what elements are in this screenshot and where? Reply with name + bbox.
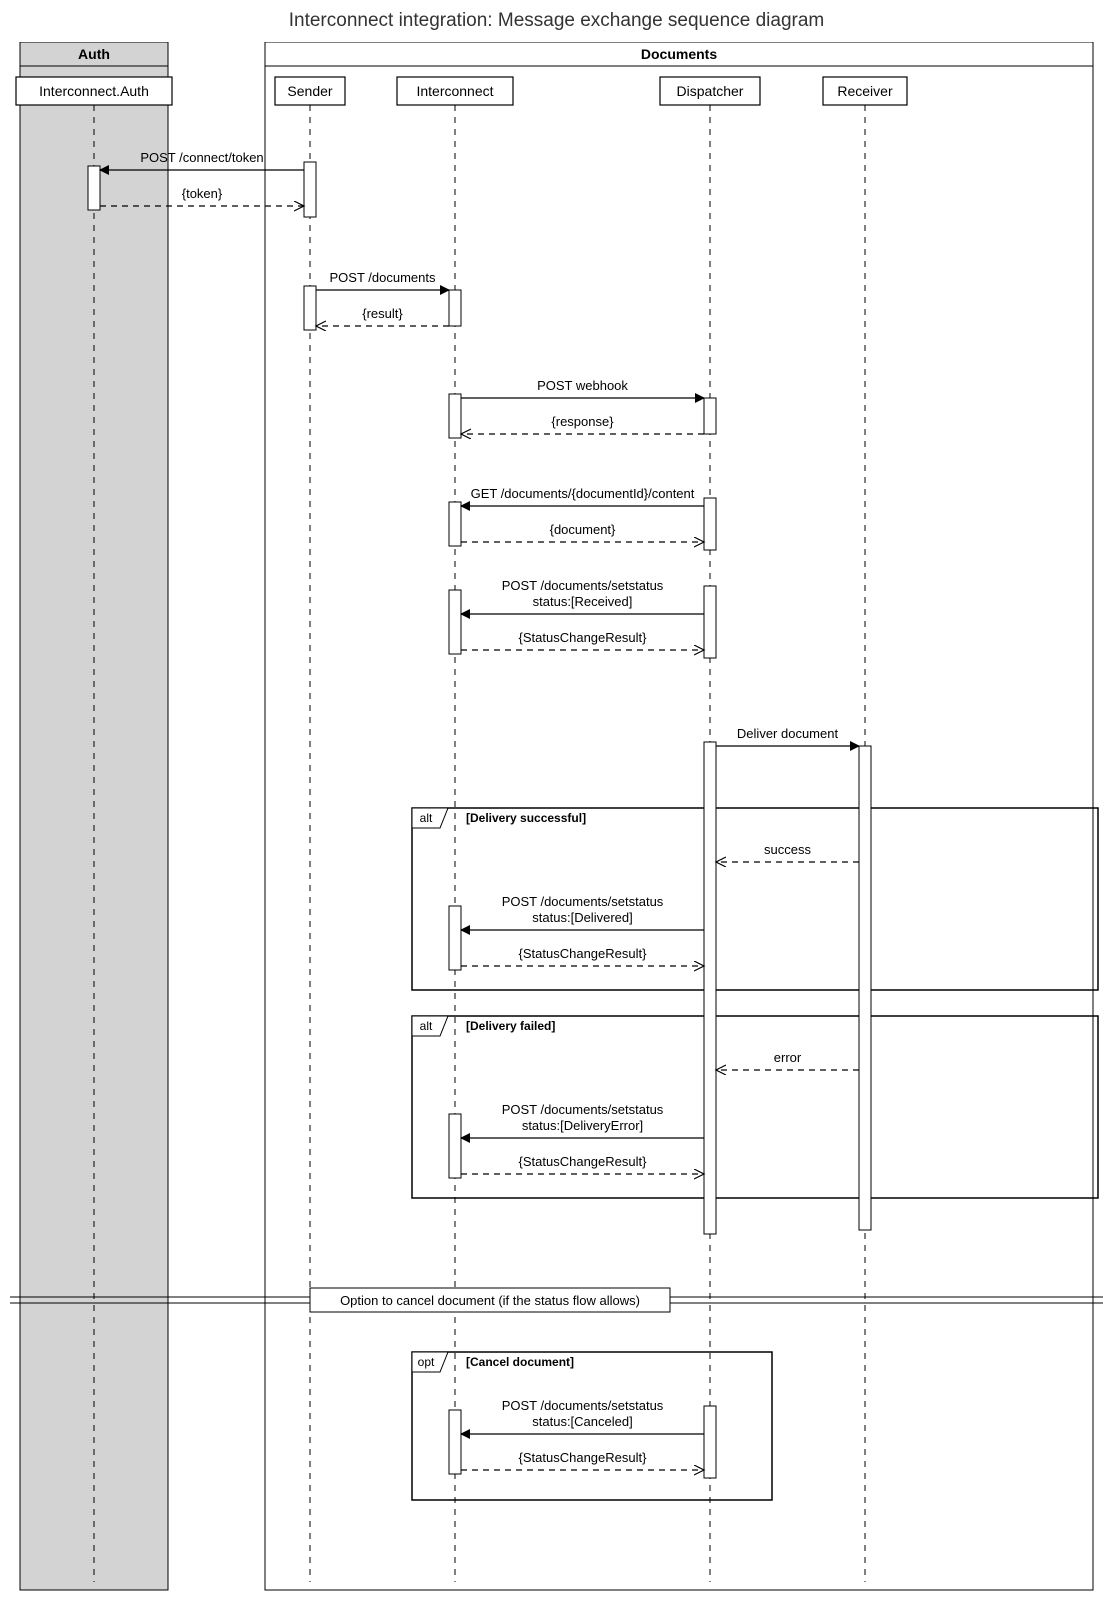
svg-text:POST webhook: POST webhook bbox=[537, 378, 628, 393]
svg-text:{response}: {response} bbox=[551, 414, 614, 429]
svg-text:{result}: {result} bbox=[362, 306, 403, 321]
svg-text:[Delivery failed]: [Delivery failed] bbox=[466, 1019, 555, 1033]
svg-text:status:[DeliveryError]: status:[DeliveryError] bbox=[522, 1118, 643, 1133]
svg-text:[Cancel document]: [Cancel document] bbox=[466, 1355, 574, 1369]
svg-text:POST /connect/token: POST /connect/token bbox=[140, 150, 263, 165]
svg-text:POST /documents/setstatus: POST /documents/setstatus bbox=[502, 1398, 664, 1413]
svg-text:{document}: {document} bbox=[550, 522, 616, 537]
svg-text:POST /documents/setstatus: POST /documents/setstatus bbox=[502, 1102, 664, 1117]
svg-text:Interconnect: Interconnect bbox=[416, 83, 493, 99]
svg-text:status:[Delivered]: status:[Delivered] bbox=[532, 910, 632, 925]
svg-text:Auth: Auth bbox=[78, 46, 110, 62]
svg-text:{StatusChangeResult}: {StatusChangeResult} bbox=[519, 1450, 648, 1465]
svg-text:alt: alt bbox=[420, 811, 433, 825]
svg-text:opt: opt bbox=[418, 1355, 435, 1369]
svg-text:{StatusChangeResult}: {StatusChangeResult} bbox=[519, 630, 648, 645]
svg-text:Receiver: Receiver bbox=[837, 83, 893, 99]
svg-text:[Delivery successful]: [Delivery successful] bbox=[466, 811, 586, 825]
svg-text:{StatusChangeResult}: {StatusChangeResult} bbox=[519, 1154, 648, 1169]
diagram-title: Interconnect integration: Message exchan… bbox=[10, 10, 1103, 32]
svg-text:Deliver document: Deliver document bbox=[737, 726, 839, 741]
svg-text:GET /documents/{documentId}/co: GET /documents/{documentId}/content bbox=[471, 486, 695, 501]
svg-text:Option to cancel document (if: Option to cancel document (if the status… bbox=[340, 1293, 640, 1308]
sequence-diagram: Auth Documents alt [Delivery successful] alt… bbox=[10, 42, 1103, 1602]
svg-text:Sender: Sender bbox=[287, 83, 332, 99]
svg-text:status:[Received]: status:[Received] bbox=[533, 594, 633, 609]
svg-text:Dispatcher: Dispatcher bbox=[677, 83, 744, 99]
svg-text:status:[Canceled]: status:[Canceled] bbox=[532, 1414, 632, 1429]
svg-text:{token}: {token} bbox=[182, 186, 223, 201]
svg-text:alt: alt bbox=[420, 1019, 433, 1033]
svg-text:Documents: Documents bbox=[641, 46, 717, 62]
svg-text:POST /documents/setstatus: POST /documents/setstatus bbox=[502, 894, 664, 909]
svg-text:{StatusChangeResult}: {StatusChangeResult} bbox=[519, 946, 648, 961]
svg-text:success: success bbox=[764, 842, 811, 857]
svg-text:Interconnect.Auth: Interconnect.Auth bbox=[39, 83, 149, 99]
svg-text:POST /documents/setstatus: POST /documents/setstatus bbox=[502, 578, 664, 593]
svg-text:POST /documents: POST /documents bbox=[330, 270, 436, 285]
svg-text:error: error bbox=[774, 1050, 802, 1065]
